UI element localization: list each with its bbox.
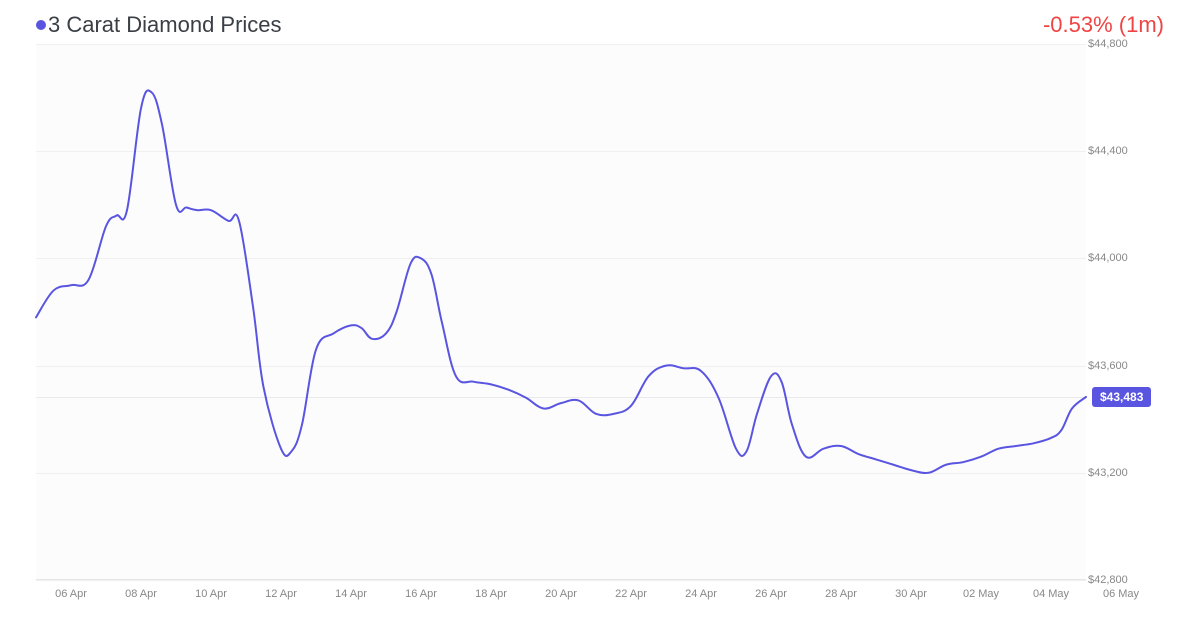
price-line-svg (36, 44, 1086, 580)
x-tick-label: 28 Apr (825, 588, 857, 600)
x-tick-label: 06 May (1103, 588, 1139, 600)
x-tick-label: 24 Apr (685, 588, 717, 600)
x-tick-label: 16 Apr (405, 588, 437, 600)
title-wrap: 3 Carat Diamond Prices (36, 12, 282, 38)
y-tick-label: $42,800 (1088, 574, 1128, 586)
current-value-badge: $43,483 (1092, 387, 1151, 407)
grid-line (36, 580, 1086, 581)
x-tick-label: 08 Apr (125, 588, 157, 600)
x-tick-label: 10 Apr (195, 588, 227, 600)
change-label: -0.53% (1m) (1043, 12, 1164, 38)
x-tick-label: 30 Apr (895, 588, 927, 600)
y-tick-label: $44,800 (1088, 38, 1128, 50)
y-tick-label: $44,400 (1088, 145, 1128, 157)
y-tick-label: $43,600 (1088, 360, 1128, 372)
y-tick-label: $44,000 (1088, 252, 1128, 264)
x-tick-label: 26 Apr (755, 588, 787, 600)
x-tick-label: 18 Apr (475, 588, 507, 600)
x-tick-label: 02 May (963, 588, 999, 600)
chart-title: 3 Carat Diamond Prices (48, 12, 282, 38)
x-tick-label: 22 Apr (615, 588, 647, 600)
legend-dot-icon (36, 20, 46, 30)
chart-header: 3 Carat Diamond Prices -0.53% (1m) (0, 0, 1200, 42)
x-tick-label: 12 Apr (265, 588, 297, 600)
x-tick-label: 06 Apr (55, 588, 87, 600)
x-tick-label: 04 May (1033, 588, 1069, 600)
x-tick-label: 14 Apr (335, 588, 367, 600)
y-axis-labels: $42,800$43,200$43,600$44,000$44,400$44,8… (1088, 44, 1188, 580)
price-line (36, 90, 1086, 473)
chart-area (36, 44, 1086, 580)
y-tick-label: $43,200 (1088, 467, 1128, 479)
x-tick-label: 20 Apr (545, 588, 577, 600)
x-axis-labels: 06 Apr 08 Apr 10 Apr 12 Apr 14 Apr 16 Apr 18 A… (36, 584, 1086, 614)
